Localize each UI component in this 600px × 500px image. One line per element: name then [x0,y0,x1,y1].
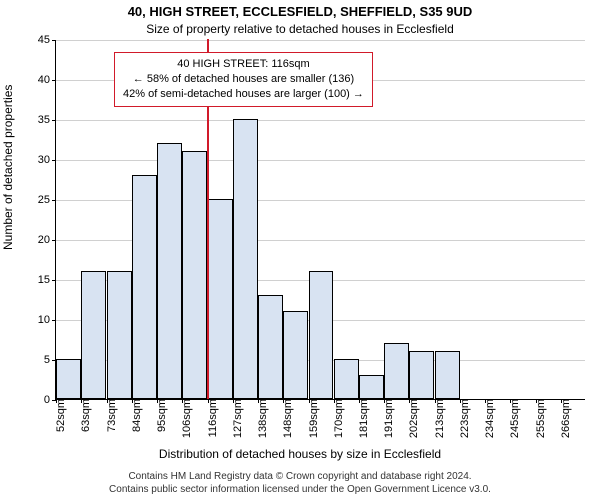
xtick-label: 84sqm [127,399,143,432]
histogram-bar [359,375,384,399]
footer-attribution: Contains HM Land Registry data © Crown c… [0,471,600,496]
histogram-bar [334,359,359,399]
footer-line-1: Contains HM Land Registry data © Crown c… [0,471,600,484]
ytick-label: 35 [38,114,56,126]
xtick-label: 245sqm [505,399,521,438]
histogram-bar [107,271,132,399]
xtick-label: 266sqm [556,399,572,438]
gridline [56,160,585,161]
x-axis-label: Distribution of detached houses by size … [0,447,600,461]
xtick-label: 234sqm [480,399,496,438]
histogram-bar [182,151,207,399]
annotation-line: 40 HIGH STREET: 116sqm [123,57,364,72]
xtick-label: 73sqm [102,399,118,432]
gridline [56,40,585,41]
histogram-bar [56,359,81,399]
xtick-label: 223sqm [455,399,471,438]
histogram-bar [435,351,460,399]
xtick-label: 127sqm [228,399,244,438]
xtick-label: 106sqm [177,399,193,438]
ytick-label: 25 [38,194,56,206]
histogram-bar [309,271,334,399]
histogram-bar [208,199,233,399]
xtick-label: 148sqm [278,399,294,438]
xtick-label: 138sqm [253,399,269,438]
xtick-label: 202sqm [404,399,420,438]
xtick-label: 116sqm [203,399,219,437]
ytick-label: 10 [38,314,56,326]
footer-line-2: Contains public sector information licen… [0,484,600,497]
xtick-label: 63sqm [76,399,92,432]
xtick-label: 191sqm [379,399,395,438]
xtick-label: 255sqm [531,399,547,438]
xtick-label: 170sqm [329,399,345,438]
plot-area: 05101520253035404552sqm63sqm73sqm84sqm95… [55,40,585,400]
xtick-label: 159sqm [304,399,320,438]
chart-container: 40, HIGH STREET, ECCLESFIELD, SHEFFIELD,… [0,0,600,500]
histogram-bar [258,295,283,399]
histogram-bar [233,119,258,399]
histogram-bar [283,311,308,399]
xtick-label: 95sqm [152,399,168,432]
ytick-label: 20 [38,234,56,246]
gridline [56,120,585,121]
ytick-label: 45 [38,34,56,46]
ytick-label: 40 [38,74,56,86]
histogram-bar [157,143,182,399]
annotation-line: 42% of semi-detached houses are larger (… [123,87,364,102]
annotation-box: 40 HIGH STREET: 116sqm← 58% of detached … [114,52,373,107]
histogram-bar [132,175,157,399]
histogram-bar [384,343,409,399]
ytick-label: 30 [38,154,56,166]
ytick-label: 5 [44,354,56,366]
y-axis-label: Number of detached properties [1,85,15,250]
xtick-label: 52sqm [51,399,67,432]
chart-subtitle: Size of property relative to detached ho… [0,22,600,36]
xtick-label: 213sqm [430,399,446,438]
annotation-line: ← 58% of detached houses are smaller (13… [123,72,364,87]
xtick-label: 181sqm [354,399,370,438]
ytick-label: 15 [38,274,56,286]
histogram-bar [409,351,434,399]
chart-title: 40, HIGH STREET, ECCLESFIELD, SHEFFIELD,… [0,4,600,19]
histogram-bar [81,271,106,399]
